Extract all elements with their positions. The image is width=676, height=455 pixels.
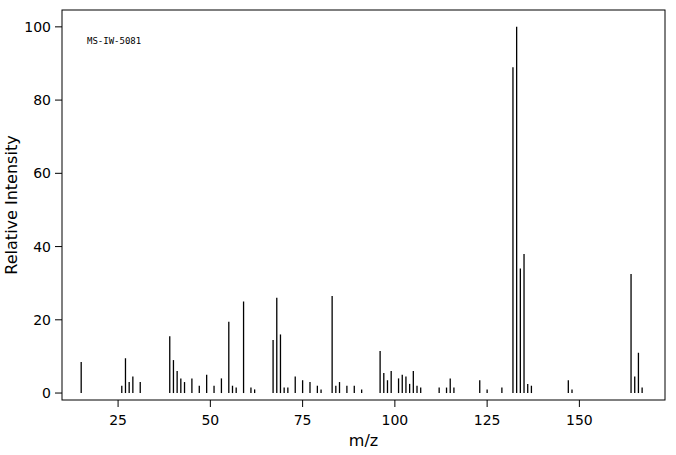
annotation: MS-IW-5081	[87, 36, 141, 46]
peak	[272, 340, 273, 393]
peak	[129, 382, 130, 393]
peak	[254, 389, 255, 393]
y-tick-label: 20	[33, 312, 51, 328]
peak	[232, 386, 233, 393]
peak	[630, 274, 631, 393]
peak	[361, 389, 362, 393]
peak	[276, 298, 277, 393]
peak	[206, 375, 207, 393]
x-tick-label: 150	[566, 412, 593, 428]
peak	[453, 388, 454, 393]
x-axis-label: m/z	[349, 431, 378, 450]
x-tick	[394, 400, 395, 407]
x-tick	[210, 400, 211, 407]
y-tick	[55, 246, 62, 247]
x-tick-label: 75	[294, 412, 312, 428]
y-axis-label: Relative Intensity	[2, 135, 21, 274]
plot-frame	[62, 10, 665, 400]
y-tick-label: 0	[42, 385, 51, 401]
x-tick	[579, 400, 580, 407]
peak	[169, 336, 170, 393]
y-tick-label: 60	[33, 165, 51, 181]
y-tick-label: 40	[33, 239, 51, 255]
peak	[409, 384, 410, 393]
peak	[287, 388, 288, 393]
peak	[571, 389, 572, 393]
y-tick	[55, 100, 62, 101]
peak	[221, 378, 222, 393]
peak	[420, 388, 421, 393]
y-tick-label: 80	[33, 92, 51, 108]
peak	[501, 388, 502, 393]
x-tick-label: 125	[474, 412, 501, 428]
y-tick	[55, 393, 62, 394]
peak	[121, 386, 122, 393]
peak	[531, 386, 532, 393]
peak	[199, 386, 200, 393]
x-tick	[487, 400, 488, 407]
peak	[634, 377, 635, 393]
peak	[228, 322, 229, 393]
peak	[568, 380, 569, 393]
peak	[250, 388, 251, 393]
peak	[81, 362, 82, 393]
peak	[309, 382, 310, 393]
peak	[302, 380, 303, 393]
peak	[346, 386, 347, 393]
peak	[523, 254, 524, 393]
peak	[398, 378, 399, 393]
peak	[213, 386, 214, 393]
x-tick	[302, 400, 303, 407]
peak	[479, 380, 480, 393]
peak	[512, 67, 513, 393]
peak	[243, 301, 244, 393]
peak	[416, 386, 417, 393]
y-tick	[55, 173, 62, 174]
peak	[391, 371, 392, 393]
chart: 25 50 75 100 125 150 0 20 40 60 80 100 MS-IW-5081 m/z…	[0, 0, 676, 455]
peak	[180, 378, 181, 393]
peak	[405, 377, 406, 393]
x-tick-label: 50	[201, 412, 219, 428]
peak	[132, 377, 133, 393]
y-tick	[55, 26, 62, 27]
peak	[339, 382, 340, 393]
peak	[439, 388, 440, 393]
peak	[387, 380, 388, 393]
peak	[191, 378, 192, 393]
peak	[379, 351, 380, 393]
y-tick-label: 100	[24, 19, 51, 35]
peak	[641, 388, 642, 393]
peak	[383, 373, 384, 393]
peak	[335, 386, 336, 393]
peak	[413, 371, 414, 393]
peak	[284, 388, 285, 393]
peak	[354, 386, 355, 393]
peak	[317, 386, 318, 393]
peak	[516, 27, 517, 393]
peak	[176, 371, 177, 393]
y-tick	[55, 319, 62, 320]
peak	[486, 389, 487, 393]
x-tick	[118, 400, 119, 407]
x-tick-label: 100	[382, 412, 409, 428]
x-tick-label: 25	[109, 412, 127, 428]
peak	[450, 378, 451, 393]
peak	[280, 334, 281, 393]
peak	[402, 375, 403, 393]
peak	[125, 358, 126, 393]
peak	[527, 384, 528, 393]
peak	[184, 382, 185, 393]
peak	[331, 296, 332, 393]
peak	[295, 377, 296, 393]
peak	[173, 360, 174, 393]
peak	[140, 382, 141, 393]
peak	[520, 269, 521, 394]
peak	[320, 389, 321, 393]
peak	[236, 388, 237, 393]
peak	[638, 353, 639, 393]
peak	[446, 388, 447, 393]
